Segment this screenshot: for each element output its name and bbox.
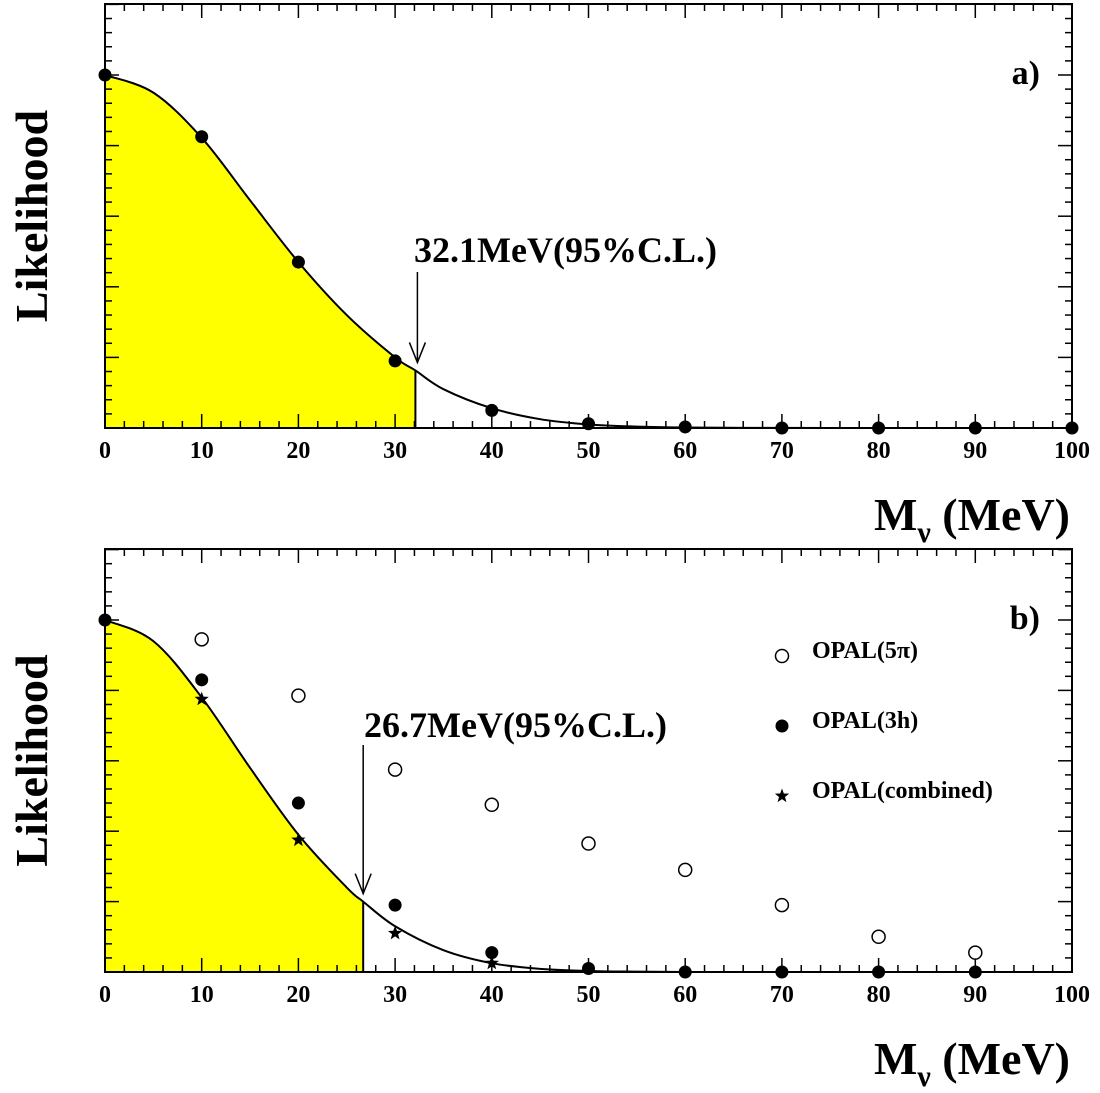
data-point-open-circle	[968, 945, 983, 960]
data-point-filled-circle	[1065, 421, 1079, 435]
data-point-filled-circle	[195, 673, 209, 687]
panel-label: b)	[1010, 600, 1040, 637]
x-tick-label: 90	[963, 982, 987, 1008]
data-point-filled-circle	[485, 403, 499, 417]
panel-b: 0 10 20 30 40 50 60 70 80 90 100 Mν (MeV) Likelihood…	[6, 548, 1090, 1093]
limit-arrowhead	[354, 873, 372, 896]
data-point-filled-circle	[291, 255, 305, 269]
data-point-filled-circle	[872, 965, 886, 979]
data-point-open-circle	[871, 929, 886, 945]
x-tick-label: 100	[1054, 438, 1090, 464]
data-point-filled-circle	[98, 613, 112, 627]
x-tick-label: 80	[867, 982, 891, 1008]
data-point-filled-circle	[582, 961, 595, 975]
data-point-star	[387, 925, 403, 940]
legend-marker-star	[774, 788, 790, 803]
data-point-open-circle	[581, 836, 596, 851]
data-point-star	[291, 832, 306, 847]
data-point-filled-circle	[98, 68, 112, 82]
data-point-open-circle	[677, 862, 693, 878]
data-point-filled-circle	[485, 946, 499, 960]
confidence-fill	[105, 75, 416, 428]
confidence-fill	[105, 620, 364, 972]
data-point-filled-circle	[968, 421, 982, 435]
legend-label: OPAL(combined)	[812, 778, 993, 804]
x-tick-label: 80	[867, 438, 891, 464]
x-axis-label-main: M	[874, 1033, 917, 1084]
legend-label: OPAL(3h)	[812, 708, 918, 734]
x-axis-label: Mν (MeV)	[874, 1033, 1070, 1093]
x-axis-label-subscript: ν	[916, 516, 931, 549]
x-tick-label: 60	[673, 982, 697, 1008]
legend-marker-open-circle	[774, 648, 790, 664]
x-axis-label-main: M	[874, 489, 917, 540]
legend-label: OPAL(5π)	[812, 638, 918, 664]
x-tick-label: 0	[99, 438, 111, 464]
x-axis-label-unit: (MeV)	[931, 489, 1070, 540]
x-tick-label: 60	[673, 438, 697, 464]
panel-a: 0 10 20 30 40 50 60 70 80 90 100 Mν (MeV) Likelihood…	[6, 3, 1090, 549]
x-tick-label: 50	[577, 982, 601, 1008]
x-tick-label: 0	[99, 982, 111, 1008]
data-point-open-circle	[387, 762, 403, 777]
data-point-filled-circle	[678, 965, 692, 979]
limit-annotation: 32.1MeV(95%C.L.)	[414, 230, 717, 270]
x-tick-label: 90	[963, 438, 987, 464]
y-axis-label: Likelihood	[6, 109, 57, 322]
data-point-filled-circle	[872, 421, 886, 435]
data-point-filled-circle	[678, 420, 692, 434]
x-tick-label: 10	[190, 438, 214, 464]
data-point-filled-circle	[775, 421, 789, 435]
data-point-open-circle	[774, 897, 790, 913]
data-point-filled-circle	[388, 898, 402, 912]
data-point-filled-circle	[195, 130, 209, 144]
limit-arrowhead	[408, 342, 427, 365]
x-tick-label: 30	[383, 982, 407, 1008]
data-point-filled-circle	[968, 965, 982, 979]
data-point-star	[484, 955, 499, 970]
x-tick-label: 40	[480, 982, 504, 1008]
x-tick-label: 70	[770, 982, 794, 1008]
x-tick-label: 30	[383, 438, 407, 464]
data-point-filled-circle	[582, 417, 595, 431]
x-tick-label: 100	[1054, 982, 1090, 1008]
x-tick-label: 20	[286, 438, 310, 464]
x-tick-label: 20	[286, 982, 310, 1008]
data-point-filled-circle	[291, 796, 305, 810]
x-tick-label: 40	[480, 438, 504, 464]
x-tick-label: 70	[770, 438, 794, 464]
y-axis-label: Likelihood	[6, 654, 57, 867]
data-point-open-circle	[291, 688, 306, 703]
x-axis-label-unit: (MeV)	[931, 1033, 1070, 1084]
data-point-filled-circle	[388, 354, 402, 368]
x-tick-label: 50	[577, 438, 601, 464]
data-point-filled-circle	[775, 965, 789, 979]
panel-label: a)	[1012, 55, 1040, 92]
x-axis-label: Mν (MeV)	[874, 489, 1070, 549]
x-axis-label-subscript: ν	[916, 1060, 931, 1093]
data-point-star	[194, 691, 209, 706]
data-point-open-circle	[484, 797, 500, 813]
legend-marker-filled-circle	[775, 719, 789, 733]
limit-annotation: 26.7MeV(95%C.L.)	[364, 705, 667, 745]
x-tick-label: 10	[190, 982, 214, 1008]
data-point-open-circle	[194, 632, 209, 647]
